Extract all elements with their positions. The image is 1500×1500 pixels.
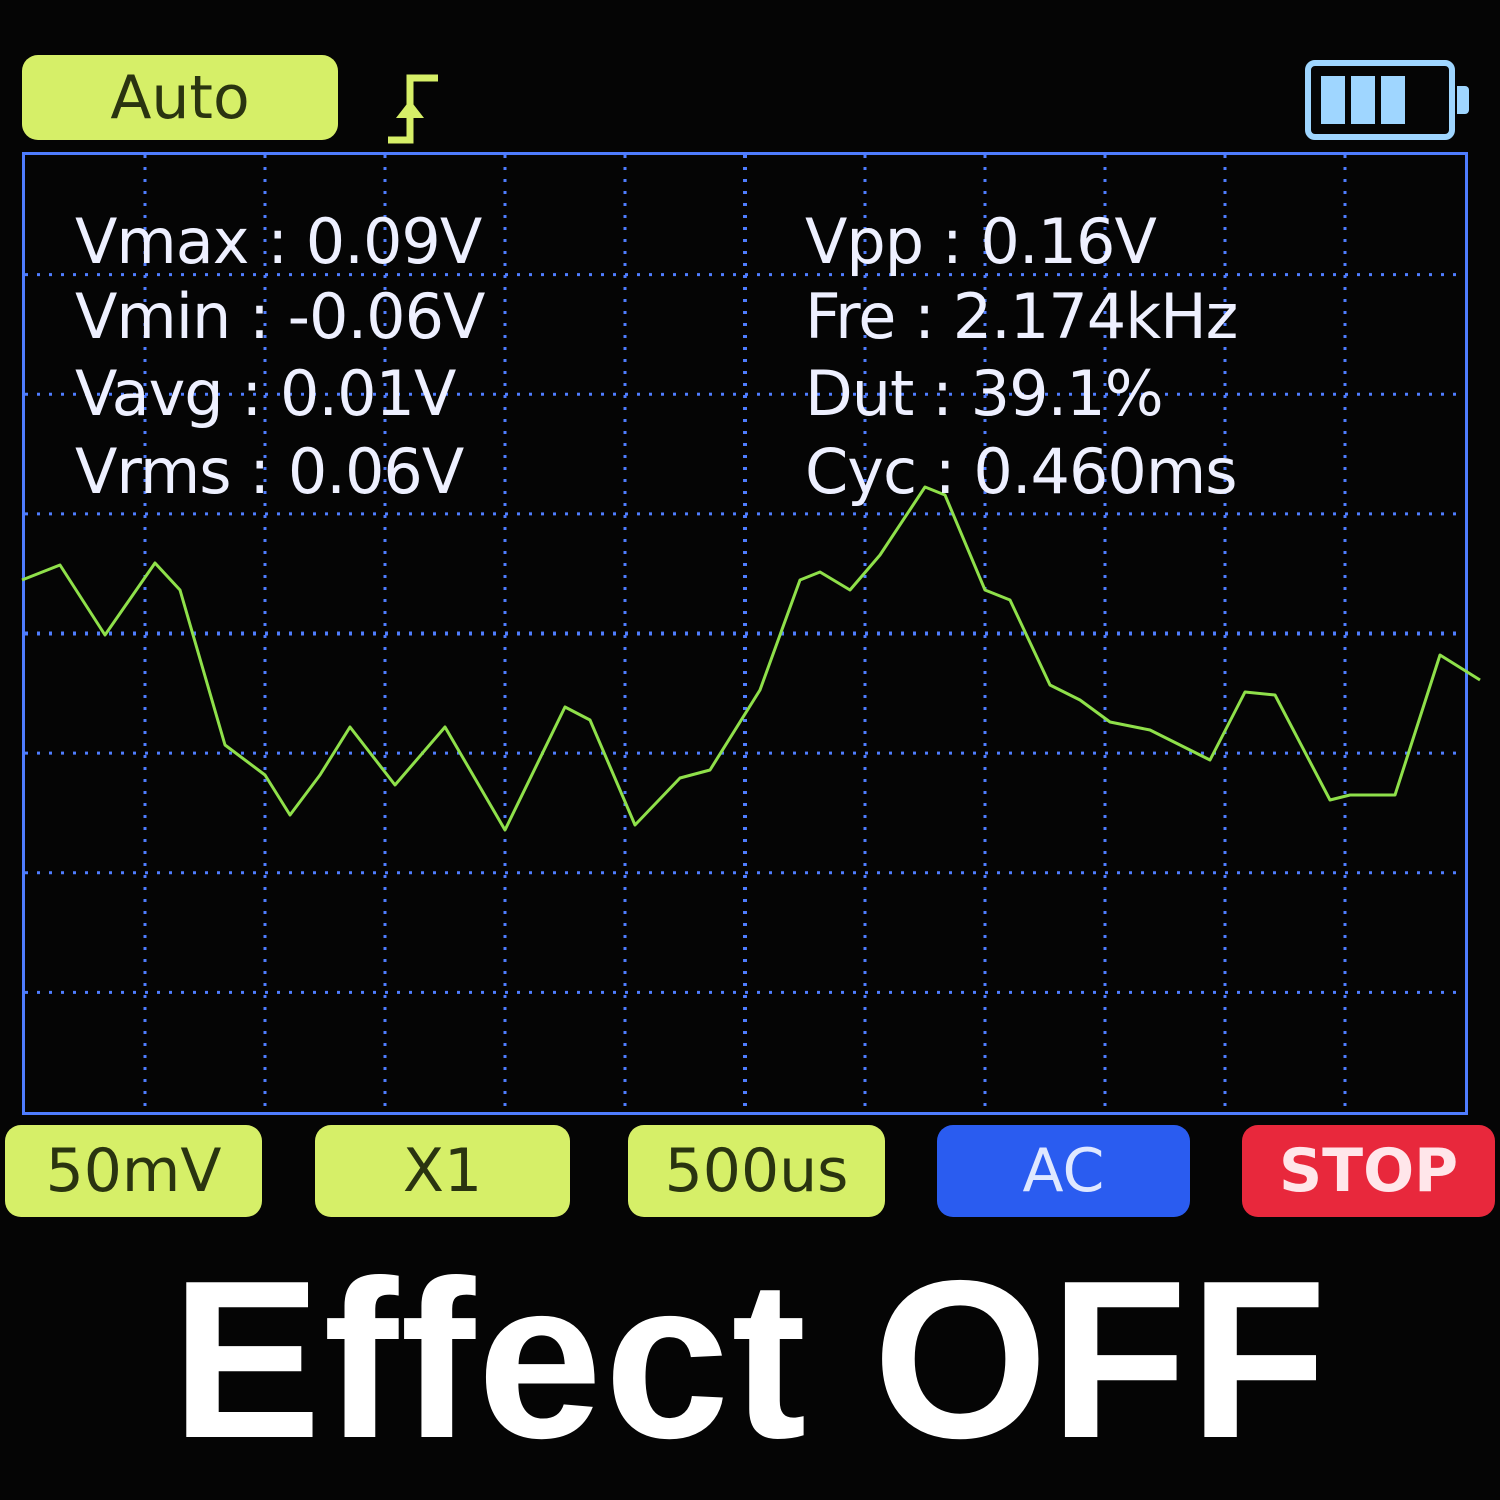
probe-button[interactable]: X1 [315,1125,570,1217]
vavg-readout: Vavg : 0.01V [75,357,456,430]
vmax-readout: Vmax : 0.09V [75,205,482,278]
volts-div-button[interactable]: 50mV [5,1125,262,1217]
trace-line [21,485,1481,832]
vpp-readout: Vpp : 0.16V [805,205,1157,278]
waveform-display [21,152,1481,1115]
time-div-button[interactable]: 500us [628,1125,885,1217]
graticule [25,155,1465,1112]
duty-readout: Dut : 39.1% [805,357,1164,430]
battery-icon [1305,60,1469,140]
caption: Effect OFF [171,1233,1329,1485]
vmin-readout: Vmin : -0.06V [75,280,485,353]
vrms-readout: Vrms : 0.06V [75,435,464,508]
run-stop-button[interactable]: STOP [1242,1125,1495,1217]
waveform-trace [21,485,1481,832]
cycle-readout: Cyc : 0.460ms [805,435,1238,508]
frequency-readout: Fre : 2.174kHz [805,280,1238,353]
coupling-button[interactable]: AC [937,1125,1190,1217]
trigger-mode-button[interactable]: Auto [22,55,338,140]
rising-edge-trigger-icon[interactable] [380,70,450,145]
